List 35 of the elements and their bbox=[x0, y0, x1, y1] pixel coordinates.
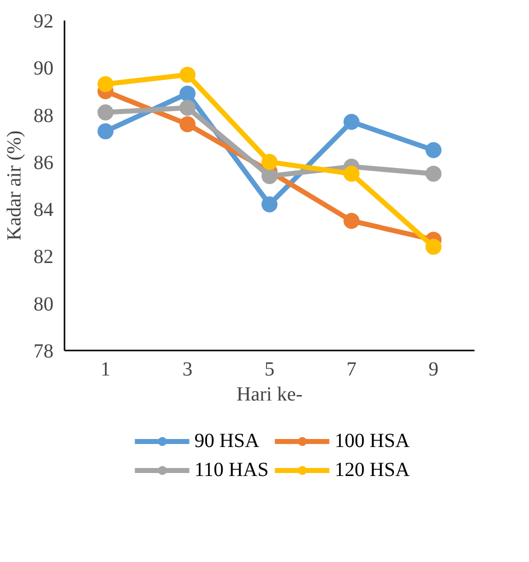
y-tick-label: 84 bbox=[34, 199, 54, 222]
point bbox=[426, 166, 442, 182]
x-tick-label: 7 bbox=[346, 358, 356, 380]
x-tick-label: 5 bbox=[264, 358, 274, 380]
point bbox=[262, 196, 278, 212]
point bbox=[262, 154, 278, 170]
y-axis-title: Kadar air (%) bbox=[4, 130, 26, 240]
y-tick-label: 86 bbox=[34, 152, 54, 174]
point bbox=[98, 123, 114, 140]
y-tick-label: 82 bbox=[34, 246, 54, 268]
legend-label: 110 HAS bbox=[194, 458, 269, 482]
point bbox=[180, 100, 196, 116]
legend-label: 90 HSA bbox=[194, 430, 260, 452]
y-tick-label: 90 bbox=[34, 58, 54, 80]
point bbox=[344, 212, 360, 229]
legend-label: 100 HSA bbox=[334, 430, 410, 452]
x-axis-title: Hari ke- bbox=[236, 384, 303, 406]
x-tick-label: 3 bbox=[182, 358, 192, 380]
point bbox=[180, 86, 196, 102]
y-tick-label: 92 bbox=[34, 10, 54, 32]
point bbox=[344, 114, 360, 130]
point bbox=[98, 104, 114, 120]
y-tick-label: 80 bbox=[34, 293, 54, 316]
point bbox=[180, 66, 196, 83]
point bbox=[344, 166, 360, 182]
legend-label: 120 HSA bbox=[334, 458, 410, 482]
point bbox=[426, 238, 442, 255]
point bbox=[262, 168, 278, 184]
x-tick-label: 9 bbox=[428, 358, 438, 380]
x-tick-label: 1 bbox=[100, 358, 110, 380]
point bbox=[98, 76, 114, 92]
y-tick-label: 78 bbox=[34, 340, 54, 362]
point bbox=[180, 116, 196, 132]
point bbox=[426, 142, 442, 158]
y-tick-label: 88 bbox=[34, 104, 54, 127]
